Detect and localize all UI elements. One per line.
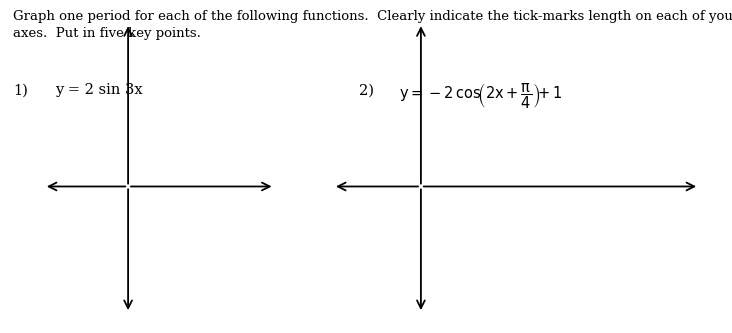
Text: $\mathregular{y = -2\,cos}\!\left(\mathregular{2x + \dfrac{\pi}{4}}\right)\!\mat: $\mathregular{y = -2\,cos}\!\left(\mathr… — [399, 82, 562, 111]
Text: Graph one period for each of the following functions.  Clearly indicate the tick: Graph one period for each of the followi… — [13, 10, 732, 40]
Text: 2): 2) — [359, 83, 373, 97]
Text: 1): 1) — [13, 83, 28, 97]
Text: y = 2 sin 3x: y = 2 sin 3x — [55, 83, 143, 97]
